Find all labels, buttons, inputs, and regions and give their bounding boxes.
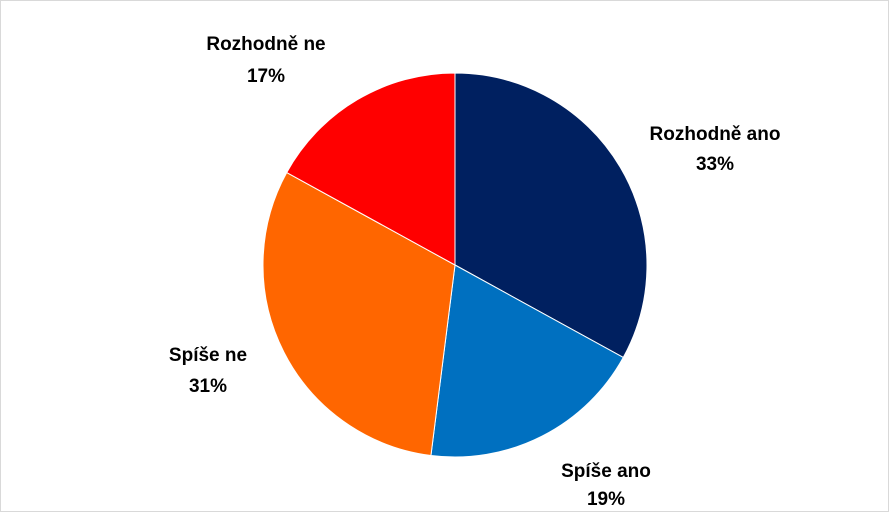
slice-value-rozhodne-ne: 17% [247,66,285,87]
slice-value-rozhodne-ano: 33% [696,154,734,175]
slice-label-rozhodne-ano: Rozhodně ano [650,124,781,145]
pie-slice-spise-ne [262,171,456,457]
pie-labels: Rozhodně ano 33% Spíše ano 19% Spíše ne … [169,34,781,510]
slice-label-rozhodne-ne: Rozhodně ne [206,34,325,55]
slice-label-spise-ne: Spíše ne [169,345,247,366]
slice-label-spise-ano: Spíše ano [561,461,651,482]
slice-value-spise-ne: 31% [189,376,227,397]
pie-slice-rozhodne-ano [454,72,648,359]
slice-value-spise-ano: 19% [587,489,625,510]
pie-slice-rozhodne-ne [286,72,456,266]
pie-slice-spise-ano [430,264,624,458]
pie-slices [262,72,648,458]
